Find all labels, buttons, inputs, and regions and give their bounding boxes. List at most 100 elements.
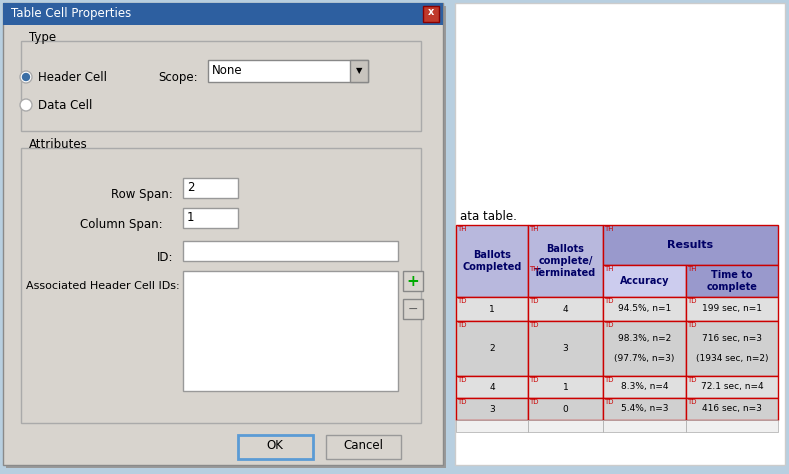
- Text: TH: TH: [687, 266, 697, 272]
- Bar: [183, 271, 398, 391]
- Text: TD: TD: [687, 377, 697, 383]
- Text: TD: TD: [687, 322, 697, 328]
- Text: TH: TH: [457, 226, 466, 232]
- Bar: [21, 41, 421, 131]
- Text: TD: TD: [529, 377, 539, 383]
- Text: TD: TD: [604, 377, 614, 383]
- Bar: [603, 297, 686, 321]
- Bar: [686, 376, 778, 398]
- Bar: [528, 225, 603, 297]
- Text: 1: 1: [489, 304, 495, 313]
- Bar: [603, 398, 686, 420]
- Circle shape: [23, 73, 29, 81]
- Bar: [603, 420, 686, 432]
- Bar: [603, 225, 778, 265]
- Text: Time to
complete: Time to complete: [707, 270, 757, 292]
- Text: 1: 1: [563, 383, 568, 392]
- Text: TD: TD: [604, 399, 614, 405]
- Text: 1: 1: [187, 211, 195, 224]
- Bar: [528, 420, 603, 432]
- Text: 4: 4: [489, 383, 495, 392]
- Text: Column Span:: Column Span:: [80, 218, 163, 231]
- Bar: [528, 398, 603, 420]
- Text: TD: TD: [529, 399, 539, 405]
- Text: 4: 4: [563, 304, 568, 313]
- Text: 3: 3: [563, 344, 568, 353]
- Text: None: None: [212, 64, 243, 77]
- Circle shape: [20, 99, 32, 111]
- Bar: [21, 148, 421, 423]
- Bar: [238, 435, 313, 459]
- Text: −: −: [408, 303, 418, 316]
- Text: Type: Type: [29, 30, 56, 44]
- Text: 716 sec, n=3

(1934 sec, n=2): 716 sec, n=3 (1934 sec, n=2): [696, 334, 768, 364]
- Text: Accuracy: Accuracy: [619, 276, 669, 286]
- Bar: [603, 265, 686, 297]
- Text: Table Cell Properties: Table Cell Properties: [11, 7, 131, 20]
- Text: TD: TD: [529, 322, 539, 328]
- Bar: [528, 297, 603, 321]
- Text: TD: TD: [604, 322, 614, 328]
- Bar: [456, 398, 528, 420]
- Text: 72.1 sec, n=4: 72.1 sec, n=4: [701, 383, 763, 392]
- Text: TH: TH: [529, 226, 539, 232]
- Bar: [456, 297, 528, 321]
- Bar: [3, 3, 443, 25]
- Bar: [183, 208, 238, 228]
- Text: TD: TD: [457, 298, 466, 304]
- Text: TH: TH: [529, 266, 539, 272]
- Bar: [528, 376, 603, 398]
- Bar: [686, 297, 778, 321]
- Bar: [456, 420, 528, 432]
- Text: Scope:: Scope:: [158, 71, 197, 84]
- Text: ata table.: ata table.: [460, 210, 517, 223]
- Bar: [183, 178, 238, 198]
- Text: Ballots
Completed: Ballots Completed: [462, 250, 522, 272]
- Bar: [403, 271, 423, 291]
- Bar: [686, 321, 778, 376]
- Text: TD: TD: [529, 298, 539, 304]
- Bar: [183, 241, 398, 261]
- Text: +: +: [406, 274, 420, 289]
- Bar: [456, 225, 528, 297]
- Text: 416 sec, n=3: 416 sec, n=3: [702, 404, 762, 413]
- Text: Associated Header Cell IDs:: Associated Header Cell IDs:: [26, 281, 180, 291]
- Circle shape: [20, 71, 32, 83]
- Bar: [6, 6, 446, 468]
- Text: ID:: ID:: [156, 251, 173, 264]
- Text: ▼: ▼: [356, 66, 362, 75]
- Bar: [456, 321, 528, 376]
- Text: TD: TD: [687, 298, 697, 304]
- Bar: [350, 60, 368, 82]
- Text: 3: 3: [489, 404, 495, 413]
- Text: TD: TD: [604, 298, 614, 304]
- Text: Attributes: Attributes: [29, 137, 88, 151]
- Text: Header Cell: Header Cell: [38, 71, 107, 84]
- Bar: [603, 376, 686, 398]
- Text: 0: 0: [563, 404, 568, 413]
- Bar: [686, 265, 778, 297]
- Bar: [326, 435, 401, 459]
- Text: Data Cell: Data Cell: [38, 99, 92, 112]
- Text: TD: TD: [457, 377, 466, 383]
- Bar: [686, 398, 778, 420]
- Bar: [603, 321, 686, 376]
- Text: Row Span:: Row Span:: [111, 188, 173, 201]
- Bar: [403, 299, 423, 319]
- Text: Ballots
complete/
Terminated: Ballots complete/ Terminated: [534, 245, 596, 278]
- Text: TD: TD: [457, 399, 466, 405]
- Text: TH: TH: [604, 266, 614, 272]
- Bar: [208, 60, 368, 82]
- Text: 98.3%, n=2

(97.7%, n=3): 98.3%, n=2 (97.7%, n=3): [615, 334, 675, 364]
- Bar: [3, 3, 443, 465]
- Text: 8.3%, n=4: 8.3%, n=4: [621, 383, 668, 392]
- Bar: [686, 420, 778, 432]
- Text: TD: TD: [687, 399, 697, 405]
- Text: 94.5%, n=1: 94.5%, n=1: [618, 304, 671, 313]
- Bar: [528, 321, 603, 376]
- Text: TH: TH: [604, 226, 614, 232]
- Text: x: x: [428, 7, 434, 17]
- Bar: [423, 6, 439, 22]
- Bar: [455, 3, 785, 465]
- Bar: [456, 376, 528, 398]
